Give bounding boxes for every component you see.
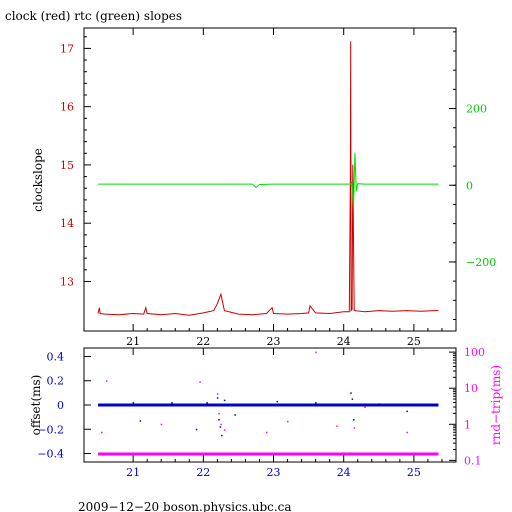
bottom-y2-tick-label: 10 bbox=[464, 382, 478, 395]
bottom-y2-tick-label: 0.1 bbox=[464, 454, 482, 467]
bottom-x-tick-label: 22 bbox=[196, 466, 210, 479]
bottom-series-rndtrip-point bbox=[105, 380, 108, 382]
bottom-y2-tick-label: 100 bbox=[464, 346, 485, 359]
bottom-y-ticks: −0.4 −0.2 0 0.2 0.4 bbox=[37, 350, 91, 461]
bottom-series-offset-point bbox=[353, 419, 355, 421]
bottom-x-tick-label: 23 bbox=[267, 466, 281, 479]
bottom-series-rndtrip-point bbox=[220, 423, 222, 426]
top-series-clock-line bbox=[97, 41, 439, 316]
bottom-series-rndtrip-point bbox=[160, 423, 163, 426]
bottom-series-offset-point bbox=[406, 410, 408, 413]
bottom-y-tick-label: 0 bbox=[57, 399, 64, 412]
bottom-series-offset-band bbox=[98, 403, 439, 407]
bottom-series-rndtrip-point bbox=[406, 431, 408, 434]
bottom-x-tick-label: 24 bbox=[337, 466, 351, 479]
top-series bbox=[97, 41, 439, 316]
bottom-series-offset-point bbox=[218, 419, 220, 421]
bottom-series-rndtrip-point bbox=[287, 420, 289, 423]
bottom-y-tick-label: −0.2 bbox=[37, 423, 64, 436]
top-y-axis-label: clockslope bbox=[31, 148, 45, 212]
bottom-series-offset-point bbox=[351, 398, 354, 400]
footer-text: 2009−12−20 boson.physics.ubc.ca bbox=[78, 500, 292, 512]
bottom-y-tick-label: 0.2 bbox=[47, 375, 65, 388]
bottom-series-offset-point bbox=[219, 426, 222, 428]
bottom-y2-ticks: 0.1 1 10 100 bbox=[449, 346, 485, 467]
top-series-rtc-line bbox=[98, 152, 439, 209]
top-y-ticks: 13 14 15 16 17 bbox=[60, 36, 91, 288]
top-chart-title: clock (red) rtc (green) slopes bbox=[5, 9, 182, 23]
bottom-series-rndtrip-point bbox=[364, 406, 366, 409]
bottom-series-offset-point bbox=[139, 420, 142, 422]
top-x-tick-label: 22 bbox=[196, 335, 210, 348]
bottom-x-tick-label: 25 bbox=[407, 466, 421, 479]
top-x-tick-label: 25 bbox=[407, 335, 421, 348]
bottom-series-rndtrip-point bbox=[216, 393, 219, 395]
bottom-series-offset-point bbox=[234, 414, 236, 416]
bottom-series-rndtrip-point bbox=[101, 431, 103, 434]
bottom-y-tick-label: 0.4 bbox=[47, 350, 65, 363]
bottom-chart: 21 22 23 24 25 −0.4 −0.2 0 0.2 0.4 0.1 1 10 100 off… bbox=[29, 346, 503, 479]
bottom-series-offset-point bbox=[378, 403, 380, 405]
bottom-series-rndtrip-point bbox=[223, 429, 226, 431]
top-y2-ticks: −200 0 200 bbox=[449, 31, 496, 320]
top-x-tick-label: 23 bbox=[267, 335, 281, 348]
top-y-tick-label: 15 bbox=[60, 159, 74, 172]
top-y2-tick-label: 200 bbox=[466, 103, 487, 116]
bottom-series-offset-point bbox=[315, 402, 317, 404]
bottom-y2-axis-label: rnd−trip(ms) bbox=[489, 365, 503, 445]
bottom-series-rndtrip-point bbox=[199, 381, 201, 383]
top-y2-tick-label: −200 bbox=[466, 256, 496, 269]
bottom-x-tick-label: 21 bbox=[126, 466, 140, 479]
bottom-y-axis-label: offset(ms) bbox=[29, 375, 43, 436]
bottom-series-offset-point bbox=[171, 402, 173, 404]
bottom-series-rndtrip-point bbox=[353, 427, 356, 429]
top-x-ticks: 21 22 23 24 25 bbox=[126, 28, 443, 348]
bottom-series-rndtrip-point bbox=[265, 431, 268, 434]
bottom-y2-tick-label: 1 bbox=[464, 418, 471, 431]
top-y-tick-label: 17 bbox=[60, 42, 74, 55]
top-y2-tick-label: 0 bbox=[466, 179, 473, 192]
top-y-tick-label: 13 bbox=[60, 275, 74, 288]
top-x-tick-label: 24 bbox=[337, 335, 351, 348]
top-y-tick-label: 16 bbox=[60, 101, 74, 114]
top-x-tick-label: 21 bbox=[126, 335, 140, 348]
bottom-series-offset-point bbox=[195, 428, 198, 431]
bottom-series-offset-point bbox=[223, 399, 226, 402]
bottom-series-rndtrip-point bbox=[218, 412, 220, 415]
bottom-series-rndtrip-band bbox=[98, 452, 439, 456]
top-chart: 21 22 23 24 25 13 14 15 16 17 −200 0 200 clockslop… bbox=[31, 27, 496, 348]
bottom-series-offset-point bbox=[132, 402, 135, 404]
bottom-series-offset-point bbox=[350, 392, 352, 394]
top-y-tick-label: 14 bbox=[60, 217, 74, 230]
bottom-series-offset-point bbox=[221, 434, 223, 437]
bottom-series bbox=[98, 351, 439, 456]
bottom-series-rndtrip-point bbox=[315, 351, 317, 354]
bottom-series-offset-point bbox=[216, 397, 219, 399]
bottom-x-ticks: 21 22 23 24 25 bbox=[126, 348, 443, 479]
bottom-y-tick-label: −0.4 bbox=[37, 448, 64, 461]
bottom-series-rndtrip-point bbox=[336, 425, 338, 427]
bottom-series-offset-point bbox=[276, 400, 279, 403]
bottom-series-offset-point bbox=[206, 402, 208, 404]
top-plot-frame bbox=[83, 27, 457, 332]
